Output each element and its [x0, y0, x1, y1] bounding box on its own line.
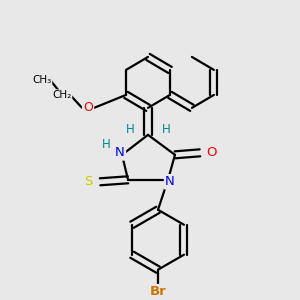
Text: H: H [102, 138, 110, 151]
Text: H: H [162, 123, 170, 136]
Text: O: O [83, 101, 93, 114]
Text: CH₂: CH₂ [52, 90, 72, 100]
Text: N: N [165, 175, 175, 188]
Text: O: O [207, 146, 217, 159]
Text: CH₃: CH₃ [32, 75, 52, 85]
Text: N: N [115, 146, 125, 159]
Text: H: H [126, 123, 134, 136]
Text: Br: Br [150, 285, 166, 298]
Text: S: S [84, 175, 92, 188]
